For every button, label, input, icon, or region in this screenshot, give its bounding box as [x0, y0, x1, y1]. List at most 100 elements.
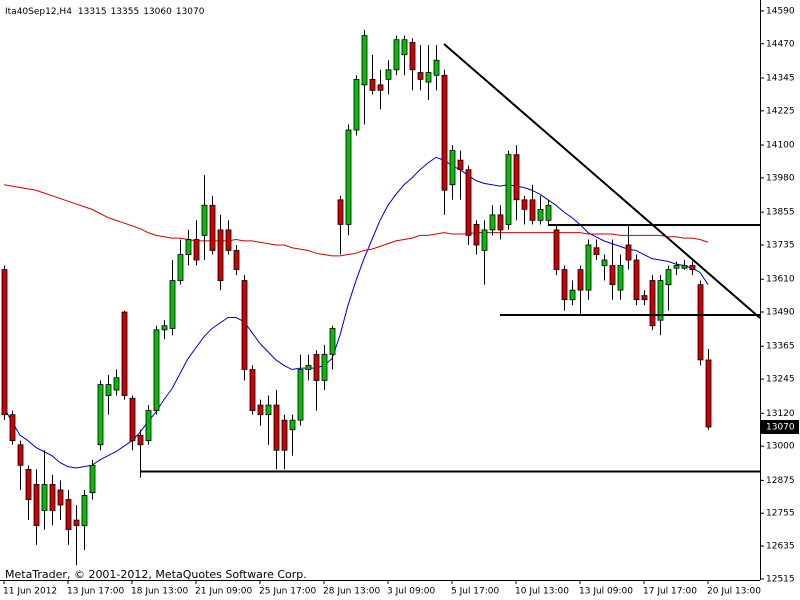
candle-body	[641, 295, 648, 301]
candle-body	[537, 208, 544, 221]
candle-body	[265, 404, 272, 416]
candle-body	[273, 404, 280, 451]
candle-body	[521, 199, 528, 210]
x-tick-label: 20 Jul 13:00	[707, 587, 761, 597]
candle-body	[73, 519, 80, 526]
candle-body	[649, 280, 656, 327]
x-tick-label: 10 Jul 13:00	[515, 587, 569, 597]
candle-body	[457, 159, 464, 171]
candle-body	[49, 484, 56, 511]
candle-body	[657, 280, 664, 321]
x-tick-label: 3 Jul 09:00	[387, 587, 436, 597]
candle-body	[353, 78, 360, 131]
candle-body	[281, 419, 288, 451]
x-tick-label: 18 Jun 13:00	[131, 587, 188, 597]
candle-body	[9, 414, 16, 442]
candle-body	[505, 154, 512, 225]
candle-body	[593, 247, 600, 255]
candle-body	[345, 129, 352, 225]
x-tick-label: 21 Jun 09:00	[195, 587, 252, 597]
x-tick-label: 5 Jul 17:00	[451, 587, 500, 597]
y-tick-label: 12515	[766, 574, 795, 584]
candle-body	[209, 204, 216, 251]
candle-body	[225, 229, 232, 251]
y-tick-label: 12755	[766, 509, 795, 519]
trend-line	[443, 43, 761, 319]
candle-body	[105, 384, 112, 396]
candle-body	[33, 484, 40, 526]
candle-body	[689, 265, 696, 271]
y-tick-label: 13980	[766, 173, 795, 183]
candle-body	[401, 39, 408, 56]
candle-body	[705, 359, 712, 428]
candle-body	[497, 214, 504, 231]
candle-body	[113, 377, 120, 391]
candle-body	[513, 154, 520, 201]
candle-body	[385, 69, 392, 80]
candle-body	[633, 259, 640, 301]
y-tick-label: 14100	[766, 141, 795, 151]
candle-body	[409, 42, 416, 71]
candle-body	[377, 84, 384, 91]
candle-body	[417, 72, 424, 80]
y-tick-label: 13120	[766, 409, 795, 419]
candle-body	[433, 59, 440, 76]
candle-body	[321, 354, 328, 381]
candle-body	[249, 369, 256, 411]
candle-body	[697, 284, 704, 361]
candle-body	[25, 469, 32, 500]
candle-body	[569, 289, 576, 301]
candle-body	[97, 384, 104, 446]
low-label: 13060	[143, 7, 172, 17]
candle-body	[681, 265, 688, 269]
candle-body	[217, 229, 224, 281]
candle-body	[241, 280, 248, 370]
y-tick-label: 12635	[766, 542, 795, 552]
candle-body	[233, 250, 240, 271]
y-tick-label: 13490	[766, 308, 795, 318]
y-tick-label: 14590	[766, 6, 795, 16]
candle-body	[41, 484, 48, 511]
current-price-box	[761, 419, 799, 434]
candle-body	[161, 325, 168, 331]
candle-body	[169, 280, 176, 329]
y-tick-label: 13245	[766, 375, 795, 385]
candle-body	[313, 354, 320, 381]
close-label: 13070	[176, 7, 205, 17]
x-tick-label: 17 Jul 17:00	[643, 587, 697, 597]
candle-body	[89, 464, 96, 494]
candle-body	[145, 410, 152, 442]
x-tick-label: 13 Jul 09:00	[579, 587, 633, 597]
candle-body	[121, 311, 128, 396]
candle-body	[609, 265, 616, 286]
y-tick-label: 13610	[766, 275, 795, 285]
candle-body	[481, 229, 488, 251]
plot-area	[1, 30, 712, 566]
candle-body	[449, 150, 456, 186]
candle-body	[177, 254, 184, 281]
candle-body	[289, 419, 296, 431]
y-tick-label: 14225	[766, 106, 795, 116]
candle-body	[361, 35, 368, 86]
candle-body	[529, 199, 536, 221]
current-price-label: 13070	[766, 422, 795, 432]
chart-header: Ita40Sep12,H4 13315 13355 13060 13070	[5, 7, 205, 17]
y-tick-label: 14345	[766, 74, 795, 84]
candle-body	[201, 204, 208, 236]
moving-average	[3, 184, 709, 257]
y-tick-label: 14470	[766, 39, 795, 49]
candle-body	[665, 269, 672, 286]
open-label: 13315	[78, 7, 107, 17]
y-tick-label: 13365	[766, 342, 795, 352]
candle-body	[625, 244, 632, 261]
y-tick-label: 13735	[766, 240, 795, 250]
candle-body	[489, 214, 496, 231]
candle-body	[441, 74, 448, 191]
candle-body	[1, 269, 8, 416]
candle-body	[305, 365, 312, 370]
candle-body	[561, 269, 568, 301]
candle-body	[81, 495, 88, 526]
candle-body	[193, 239, 200, 261]
x-tick-label: 11 Jun 2012	[3, 587, 57, 597]
